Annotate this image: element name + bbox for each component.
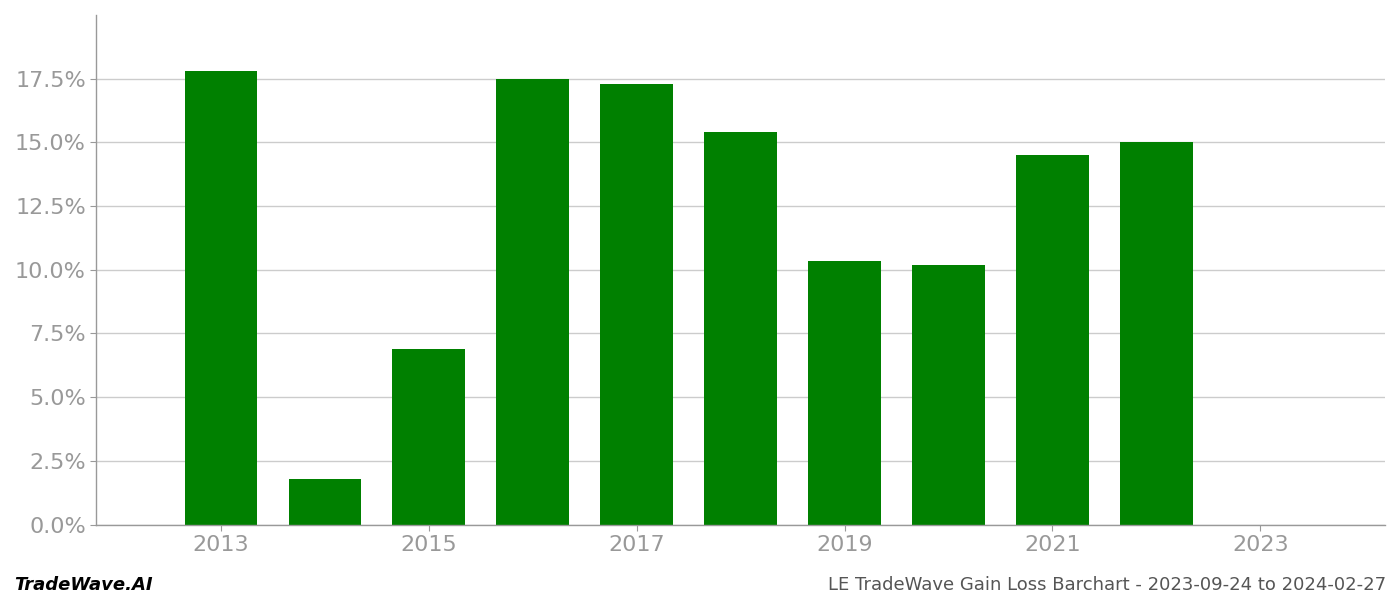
Bar [185, 71, 258, 524]
Bar [1120, 142, 1193, 524]
Bar [704, 132, 777, 524]
Text: TradeWave.AI: TradeWave.AI [14, 576, 153, 594]
Bar [497, 79, 570, 524]
Text: LE TradeWave Gain Loss Barchart - 2023-09-24 to 2024-02-27: LE TradeWave Gain Loss Barchart - 2023-0… [827, 576, 1386, 594]
Bar [913, 265, 984, 524]
Bar [392, 349, 465, 524]
Bar [601, 84, 673, 524]
Bar [288, 479, 361, 524]
Bar [1016, 155, 1089, 524]
Bar [808, 261, 881, 524]
